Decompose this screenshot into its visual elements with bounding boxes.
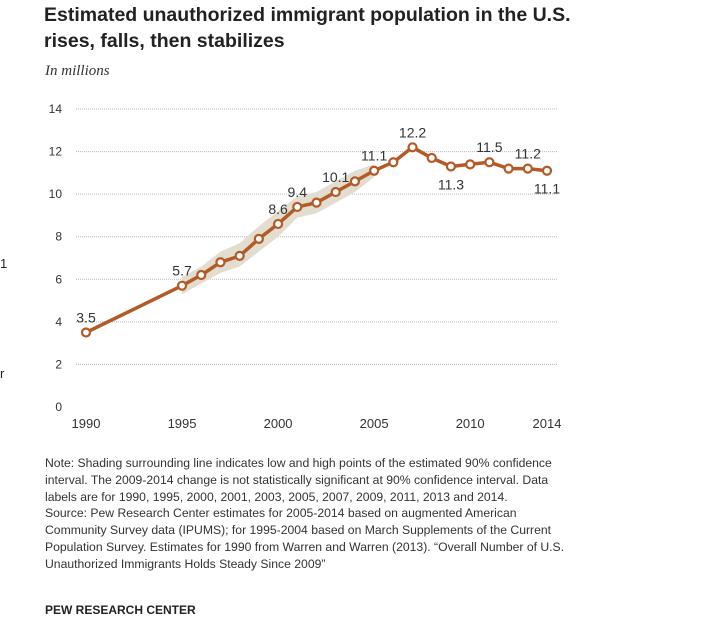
data-point (311, 197, 322, 208)
data-label: 11.1 (534, 181, 560, 197)
data-point (465, 159, 476, 170)
x-tick-label: 1990 (72, 416, 101, 431)
y-tick-label: 2 (55, 357, 62, 371)
y-tick-label: 14 (49, 102, 63, 116)
y-tick-label: 10 (49, 187, 63, 201)
data-point (484, 157, 495, 168)
series-line (85, 145, 548, 335)
chart-subtitle: In millions (45, 63, 110, 79)
data-point (292, 201, 303, 213)
data-label: 11.3 (438, 176, 464, 192)
data-label: 9.4 (288, 184, 308, 200)
data-point (253, 233, 264, 244)
line-chart: 0 2 4 6 8 10 12 14 1990 1995 2000 2005 2010 2014 3.5… (49, 102, 562, 431)
y-tick-label: 8 (55, 230, 62, 244)
data-point (445, 161, 457, 172)
x-tick-label: 2010 (456, 416, 485, 431)
x-tick-label: 2005 (360, 416, 389, 431)
y-axis-ticks: 0 2 4 6 8 10 12 14 (49, 102, 63, 414)
data-label: 11.1 (361, 148, 387, 164)
x-tick-label: 2000 (264, 416, 293, 431)
chart-notes: Note: Shading surrounding line indicates… (45, 455, 575, 573)
data-point (388, 157, 399, 168)
data-label: 3.5 (76, 310, 96, 326)
data-point (541, 165, 553, 176)
data-point (426, 152, 437, 164)
edge-glyph: r (0, 366, 5, 381)
data-point (369, 165, 380, 176)
brand-footer: PEW RESEARCH CENTER (45, 603, 196, 617)
data-label: 11.2 (515, 146, 541, 162)
data-point (522, 163, 533, 174)
y-tick-label: 0 (55, 400, 62, 414)
data-label: 5.7 (172, 263, 192, 279)
x-tick-label: 2014 (533, 416, 562, 431)
y-tick-label: 12 (49, 145, 63, 159)
data-label: 11.5 (476, 139, 502, 155)
data-point (234, 250, 245, 261)
data-label: 10.1 (322, 169, 349, 185)
source-text: Source: Pew Research Center estimates fo… (45, 506, 565, 571)
x-tick-label: 1995 (168, 416, 197, 431)
note-text: Note: Shading surrounding line indicates… (45, 456, 552, 504)
data-label: 12.2 (399, 124, 426, 140)
edge-glyph: 1 (0, 256, 8, 271)
chart-title: Estimated unauthorized immigrant populat… (44, 4, 571, 52)
data-point (272, 218, 284, 230)
data-point (503, 163, 514, 174)
y-tick-label: 4 (55, 315, 62, 329)
data-point (176, 280, 188, 291)
data-point (80, 327, 92, 338)
data-point (349, 176, 361, 187)
data-point (407, 142, 418, 153)
data-labels: 3.5 5.7 8.69.4 10.1 11.1 12.2 11.3 11.5 11.2 11.1 (76, 124, 560, 325)
data-point (215, 257, 226, 268)
data-label: 8.6 (268, 201, 288, 217)
x-axis-ticks: 1990 1995 2000 2005 2010 2014 (72, 416, 562, 431)
y-tick-label: 6 (55, 272, 62, 286)
data-point (330, 186, 341, 198)
data-point (196, 269, 207, 281)
data-markers (80, 142, 553, 338)
